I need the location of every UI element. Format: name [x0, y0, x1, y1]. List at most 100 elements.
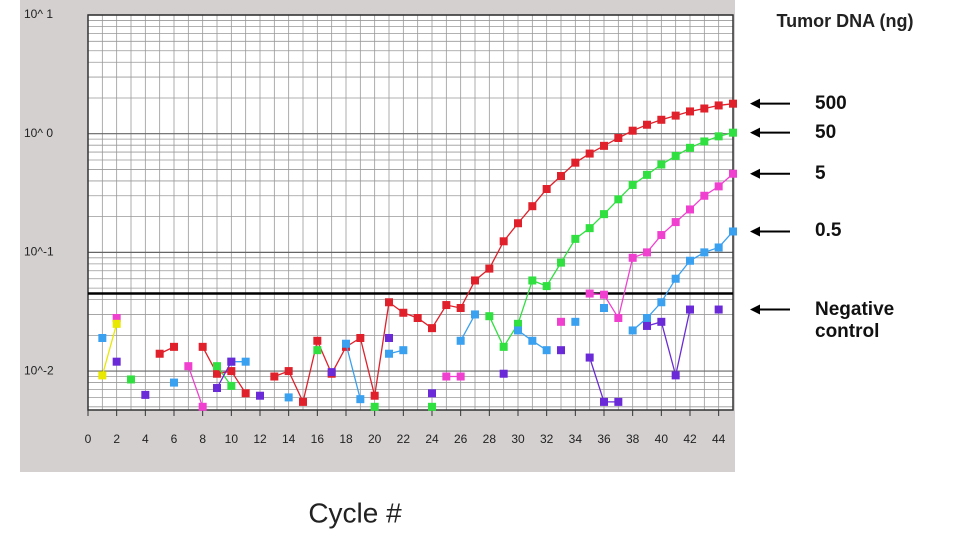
data-point — [514, 219, 522, 228]
data-point — [112, 319, 121, 328]
data-point — [600, 397, 608, 406]
x-tick-label: 6 — [171, 432, 178, 446]
data-point — [686, 205, 694, 214]
data-point — [729, 169, 737, 178]
data-point — [442, 372, 451, 381]
data-point — [557, 258, 565, 267]
data-point — [485, 312, 494, 321]
x-tick-label: 22 — [397, 432, 411, 446]
data-point — [542, 346, 551, 355]
data-point — [671, 218, 680, 227]
x-tick-label: 28 — [483, 432, 497, 446]
data-point — [456, 303, 465, 312]
data-point — [299, 397, 307, 406]
arrow-head — [750, 226, 760, 237]
data-point — [671, 274, 680, 283]
data-point — [614, 397, 623, 406]
data-point — [428, 324, 436, 333]
data-point — [227, 357, 236, 366]
data-point — [571, 158, 580, 167]
data-point — [600, 303, 608, 312]
data-point — [643, 321, 651, 330]
x-tick-label: 14 — [282, 432, 296, 446]
data-point — [528, 202, 537, 211]
data-point — [714, 101, 723, 110]
data-point — [428, 389, 436, 398]
data-point — [671, 151, 680, 160]
data-point — [657, 160, 666, 169]
data-point — [585, 149, 594, 158]
data-point — [571, 317, 580, 326]
data-point — [155, 349, 164, 358]
data-point — [729, 227, 737, 236]
x-tick-label: 42 — [683, 432, 697, 446]
x-tick-label: 24 — [425, 432, 439, 446]
data-point — [686, 256, 694, 265]
data-point — [313, 336, 322, 345]
data-point — [413, 314, 422, 323]
data-point — [686, 107, 694, 116]
data-point — [657, 115, 666, 124]
series-label: 0.5 — [815, 220, 842, 242]
data-point — [471, 276, 479, 285]
series-label: Negative control — [815, 298, 895, 342]
data-point — [628, 326, 637, 335]
data-point — [98, 333, 107, 342]
data-point — [399, 308, 408, 317]
data-point — [514, 326, 522, 335]
data-point — [600, 290, 608, 299]
data-point — [557, 172, 565, 181]
data-point — [643, 314, 651, 323]
data-point — [198, 402, 207, 411]
series-line — [101, 323, 118, 376]
data-point — [628, 253, 637, 262]
series-label: 5 — [815, 162, 826, 184]
data-point — [643, 170, 651, 179]
data-point — [714, 305, 723, 314]
data-point — [614, 133, 623, 142]
data-point — [456, 336, 465, 345]
x-tick-label: 26 — [454, 432, 468, 446]
data-point — [313, 346, 322, 355]
data-point — [499, 342, 508, 351]
data-point — [686, 305, 694, 314]
data-point — [213, 362, 221, 371]
x-tick-label: 2 — [113, 432, 120, 446]
data-point — [256, 391, 264, 400]
data-point — [499, 369, 508, 378]
data-point — [657, 317, 666, 326]
data-point — [528, 276, 537, 285]
x-tick-label: 8 — [199, 432, 206, 446]
data-point — [112, 314, 121, 323]
data-point — [542, 185, 551, 194]
data-point — [600, 210, 608, 219]
data-point — [499, 237, 508, 246]
x-tick-label: 44 — [712, 432, 726, 446]
data-point — [127, 375, 135, 384]
data-point — [270, 372, 279, 381]
data-point — [170, 342, 178, 351]
data-point — [385, 298, 393, 307]
y-tick-label: 10^ 1 — [24, 7, 53, 21]
data-point — [643, 120, 651, 129]
data-point — [385, 333, 393, 342]
data-point — [284, 393, 293, 402]
x-tick-label: 10 — [225, 432, 239, 446]
data-point — [585, 289, 594, 298]
data-point — [729, 99, 737, 108]
data-point — [557, 346, 565, 355]
data-point — [370, 402, 379, 411]
data-point — [227, 367, 236, 376]
data-point — [657, 298, 666, 307]
series-line — [231, 231, 734, 400]
data-point — [628, 126, 637, 135]
data-point — [671, 371, 680, 380]
data-point — [98, 371, 107, 380]
data-point — [657, 231, 666, 240]
data-point — [700, 191, 709, 200]
plot-border — [87, 14, 734, 411]
x-tick-label: 20 — [368, 432, 382, 446]
data-point — [585, 224, 594, 233]
